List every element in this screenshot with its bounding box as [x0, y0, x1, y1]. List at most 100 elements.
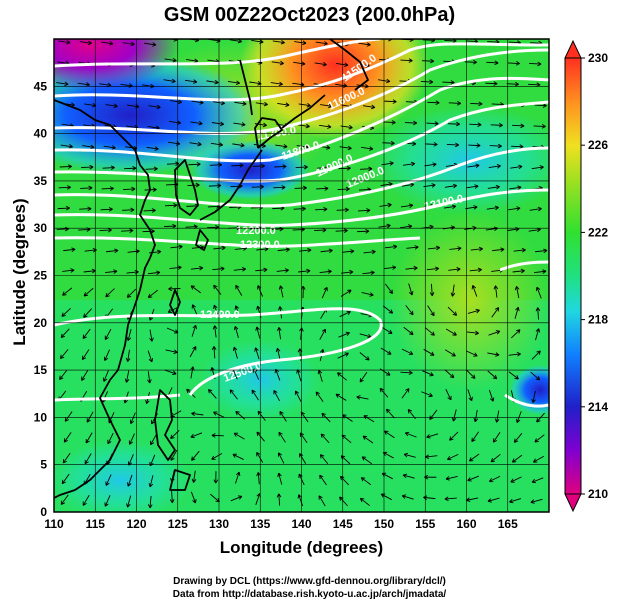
y-tick-labels: 0 5 10 15 20 25 30 35 40 45: [34, 79, 48, 519]
wind-arrow: [471, 431, 480, 443]
wind-arrow: [426, 121, 439, 126]
wind-arrow: [101, 41, 114, 46]
wind-arrow: [251, 389, 259, 401]
contour-line: [54, 236, 421, 248]
wind-arrow: [212, 266, 225, 272]
wind-arrow: [534, 269, 547, 274]
wind-arrow: [147, 350, 154, 363]
wind-arrow: [144, 42, 157, 47]
wind-arrow: [444, 369, 455, 379]
wind-arrow: [191, 304, 198, 316]
wind-arrow: [103, 349, 110, 362]
wind-arrow: [356, 395, 369, 400]
wind-arrow: [235, 284, 243, 296]
wind-arrow: [275, 347, 281, 360]
wind-arrow: [467, 163, 480, 169]
wind-arrow: [530, 371, 541, 381]
wind-arrow: [506, 81, 519, 87]
colorbar-label: 214: [588, 400, 608, 414]
wind-arrow: [445, 475, 458, 481]
wind-arrow: [490, 453, 501, 463]
wind-arrow: [123, 186, 136, 192]
wind-arrow: [276, 268, 289, 273]
wind-arrow: [59, 164, 72, 169]
wind-arrow: [234, 246, 248, 251]
wind-arrow: [232, 142, 245, 148]
x-tick-label: 160: [456, 517, 476, 531]
wind-arrow: [424, 327, 435, 336]
wind-arrow: [62, 268, 75, 273]
wind-arrow: [61, 307, 71, 317]
wind-arrow: [338, 165, 351, 171]
wind-arrow: [256, 451, 264, 463]
wind-arrow: [508, 371, 519, 380]
wind-arrow: [406, 245, 419, 250]
wind-arrow: [488, 389, 495, 402]
wind-arrow: [319, 124, 332, 129]
wind-arrow: [361, 456, 373, 465]
wind-arrow: [296, 144, 309, 150]
wind-arrow: [81, 349, 90, 361]
wind-arrow: [404, 120, 418, 126]
colorbar-label: 226: [588, 138, 608, 152]
wind-arrow: [448, 100, 462, 106]
wind-arrow: [511, 144, 524, 149]
coastline-luzon: [154, 389, 176, 461]
wind-arrow: [59, 349, 69, 360]
wind-arrow: [57, 205, 70, 211]
wind-arrow: [534, 434, 545, 443]
wind-arrow: [448, 267, 461, 272]
wind-arrow: [211, 433, 224, 438]
wind-arrow: [297, 494, 304, 507]
wind-arrow: [278, 285, 284, 298]
wind-arrow: [405, 305, 414, 316]
wind-arrow: [363, 249, 376, 255]
wind-arrow: [129, 412, 136, 425]
wind-arrow: [531, 477, 544, 484]
contour-line: [54, 76, 549, 163]
wind-arrow: [382, 305, 394, 314]
wind-arrow: [466, 369, 476, 379]
wind-arrow: [83, 308, 93, 318]
wind-arrow: [531, 165, 544, 170]
wind-arrow: [319, 269, 332, 274]
coastlines: [54, 39, 369, 499]
colorbar-body: [564, 57, 582, 495]
gridlines: [54, 39, 549, 512]
wind-arrow: [401, 494, 414, 500]
contour-line: [499, 260, 549, 272]
wind-arrow: [279, 411, 287, 422]
wind-arrow: [400, 370, 413, 376]
wind-arrow: [383, 120, 396, 125]
wind-arrow: [487, 370, 498, 380]
wind-arrow: [508, 206, 521, 211]
wind-arrow: [514, 285, 520, 299]
wind-arrow: [532, 455, 545, 463]
x-tick-label: 130: [209, 517, 229, 531]
contour-label: 12200.0: [236, 225, 276, 237]
contour-line: [54, 39, 381, 68]
wind-streamlines: [56, 39, 548, 509]
wind-arrow: [337, 186, 350, 192]
wind-arrow: [427, 245, 441, 251]
wind-arrow: [99, 227, 112, 233]
y-tick-label: 30: [34, 221, 48, 235]
contour-line: [54, 42, 549, 102]
wind-arrow: [318, 495, 326, 507]
wind-arrow: [81, 164, 94, 170]
wind-arrow: [447, 306, 458, 316]
wind-arrow: [444, 183, 458, 189]
wind-arrow: [147, 371, 152, 384]
wind-arrow: [337, 372, 348, 381]
wind-arrow: [359, 497, 371, 507]
wind-arrow: [105, 103, 118, 109]
colorbar-bottom-arrow: [564, 493, 582, 513]
wind-arrow: [148, 104, 161, 110]
wind-arrow: [188, 161, 201, 167]
x-tick-label: 125: [168, 517, 188, 531]
wind-arrow: [530, 498, 543, 504]
wind-arrow: [190, 265, 204, 271]
wind-arrow: [80, 185, 93, 191]
wind-arrow: [56, 81, 69, 87]
x-tick-label: 165: [498, 517, 518, 531]
